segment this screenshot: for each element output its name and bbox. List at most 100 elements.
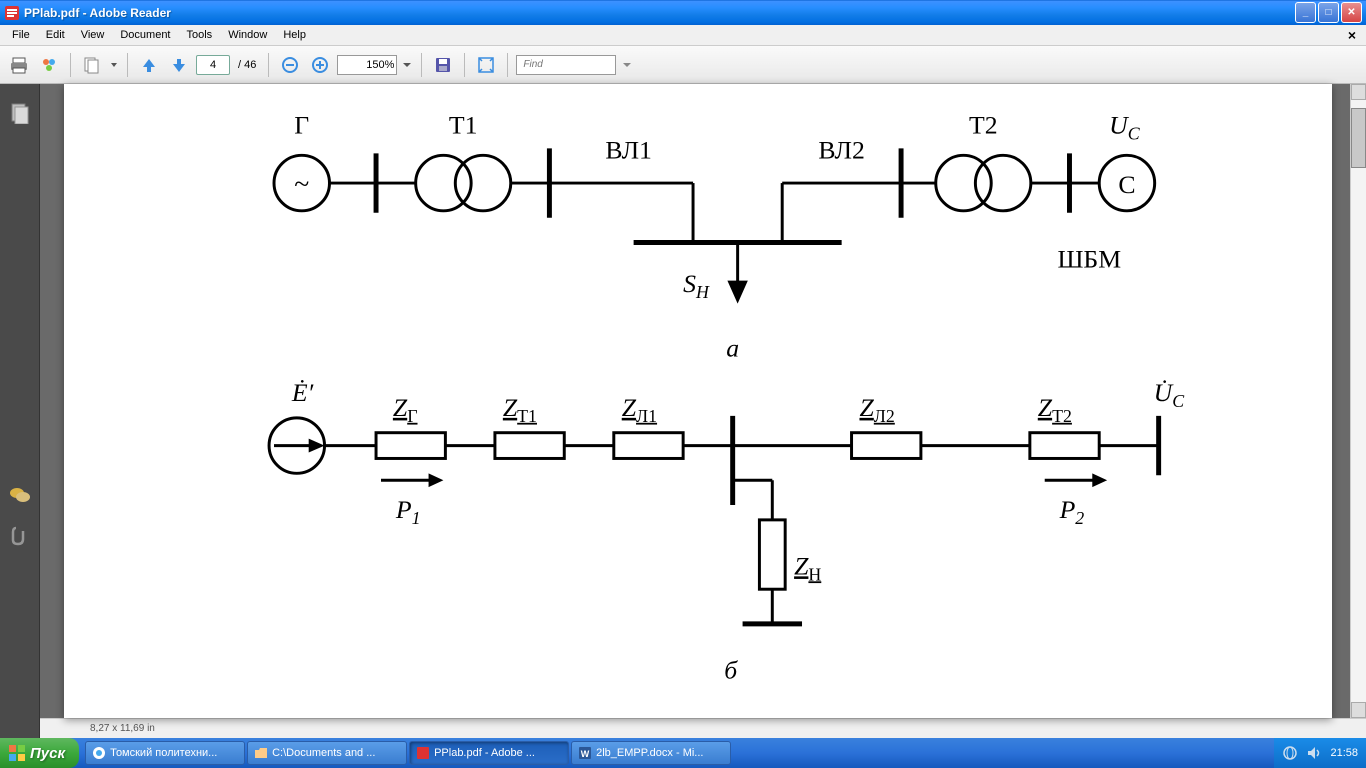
print-icon xyxy=(10,56,28,74)
separator xyxy=(464,53,465,77)
collab-icon xyxy=(40,56,58,74)
save-icon xyxy=(434,56,452,74)
zoom-out-button[interactable] xyxy=(277,52,303,78)
task-label: 2lb_EMPP.docx - Mi... xyxy=(596,747,703,759)
attachments-icon[interactable] xyxy=(9,524,31,546)
separator xyxy=(70,53,71,77)
document-page: ~ Г T1 xyxy=(64,84,1332,718)
folder-icon xyxy=(254,746,268,760)
svg-text:ВЛ1: ВЛ1 xyxy=(605,135,652,164)
menu-help[interactable]: Help xyxy=(275,27,314,43)
start-label: Пуск xyxy=(30,745,65,762)
svg-text:ZT1: ZT1 xyxy=(503,393,537,426)
svg-text:SН: SН xyxy=(683,269,710,302)
volume-icon[interactable] xyxy=(1306,745,1322,761)
svg-text:Ė′: Ė′ xyxy=(291,378,314,407)
menu-edit[interactable]: Edit xyxy=(38,27,73,43)
word-icon: W xyxy=(578,746,592,760)
window-title: PPlab.pdf - Adobe Reader xyxy=(24,6,1295,20)
document-close-button[interactable]: × xyxy=(1342,27,1362,43)
close-button[interactable]: ✕ xyxy=(1341,2,1362,23)
svg-text:T2: T2 xyxy=(969,111,998,140)
svg-text:W: W xyxy=(581,749,590,759)
down-arrow-icon xyxy=(170,56,188,74)
menu-window[interactable]: Window xyxy=(220,27,275,43)
pages-thumbnail-icon[interactable] xyxy=(9,102,31,124)
dropdown-icon[interactable] xyxy=(620,56,634,74)
save-button[interactable] xyxy=(430,52,456,78)
side-panel xyxy=(0,84,40,738)
zoom-in-button[interactable] xyxy=(307,52,333,78)
taskbar: Пуск Томский политехни... C:\Documents a… xyxy=(0,738,1366,768)
page-nav-button[interactable] xyxy=(79,52,105,78)
zoom-level-select[interactable] xyxy=(337,55,397,75)
zoom-out-icon xyxy=(281,56,299,74)
svg-text:U̇C: U̇C xyxy=(1154,378,1186,411)
dropdown-icon[interactable] xyxy=(401,56,413,74)
task-label: C:\Documents and ... xyxy=(272,747,375,759)
page-total-label: / 46 xyxy=(234,59,260,71)
menu-view[interactable]: View xyxy=(73,27,113,43)
svg-text:ZН: ZН xyxy=(794,551,821,584)
comments-icon[interactable] xyxy=(9,484,31,506)
svg-text:~: ~ xyxy=(294,168,309,199)
svg-text:а: а xyxy=(726,333,739,362)
svg-text:б: б xyxy=(724,655,738,684)
menu-bar: File Edit View Document Tools Window Hel… xyxy=(0,25,1366,46)
separator xyxy=(127,53,128,77)
svg-text:ШБМ: ШБМ xyxy=(1057,244,1121,273)
page-dimensions-label: 8,27 x 11,69 in xyxy=(90,723,155,734)
svg-text:P1: P1 xyxy=(395,495,421,528)
svg-text:UC: UC xyxy=(1109,111,1141,144)
title-bar: PPlab.pdf - Adobe Reader _ □ ✕ xyxy=(0,0,1366,25)
main-area: ~ Г T1 xyxy=(0,84,1366,738)
system-tray: 21:58 xyxy=(1274,738,1366,768)
scroll-thumb[interactable] xyxy=(1351,108,1366,168)
task-item-word[interactable]: W 2lb_EMPP.docx - Mi... xyxy=(571,741,731,765)
scroll-up-button[interactable] xyxy=(1351,84,1366,100)
svg-text:ZT2: ZT2 xyxy=(1038,393,1072,426)
dropdown-icon[interactable] xyxy=(109,56,119,74)
task-item-adobe[interactable]: PPlab.pdf - Adobe ... xyxy=(409,741,569,765)
svg-text:T1: T1 xyxy=(449,111,478,140)
chrome-icon xyxy=(92,746,106,760)
network-icon[interactable] xyxy=(1282,745,1298,761)
svg-text:Г: Г xyxy=(294,111,309,140)
print-button[interactable] xyxy=(6,52,32,78)
collab-button[interactable] xyxy=(36,52,62,78)
separator xyxy=(268,53,269,77)
svg-text:ZГ: ZГ xyxy=(393,393,418,426)
svg-text:P2: P2 xyxy=(1059,495,1085,528)
task-item-chrome[interactable]: Томский политехни... xyxy=(85,741,245,765)
windows-logo-icon xyxy=(8,744,26,762)
minimize-button[interactable]: _ xyxy=(1295,2,1316,23)
page-down-button[interactable] xyxy=(166,52,192,78)
menu-tools[interactable]: Tools xyxy=(179,27,221,43)
document-wrap: ~ Г T1 xyxy=(40,84,1366,738)
up-arrow-icon xyxy=(140,56,158,74)
find-input[interactable] xyxy=(516,55,616,75)
page-number-input[interactable] xyxy=(196,55,230,75)
task-item-explorer[interactable]: C:\Documents and ... xyxy=(247,741,407,765)
document-scroll: ~ Г T1 xyxy=(40,84,1366,718)
svg-text:С: С xyxy=(1118,170,1135,199)
menu-document[interactable]: Document xyxy=(112,27,178,43)
toolbar: / 46 xyxy=(0,46,1366,84)
scroll-down-button[interactable] xyxy=(1351,702,1366,718)
status-bar: 8,27 x 11,69 in xyxy=(40,718,1366,738)
fullscreen-button[interactable] xyxy=(473,52,499,78)
menu-file[interactable]: File xyxy=(4,27,38,43)
maximize-button[interactable]: □ xyxy=(1318,2,1339,23)
separator xyxy=(507,53,508,77)
svg-text:ZЛ2: ZЛ2 xyxy=(859,393,894,426)
clock[interactable]: 21:58 xyxy=(1330,747,1358,759)
pages-icon xyxy=(83,56,101,74)
zoom-in-icon xyxy=(311,56,329,74)
scroll-track[interactable] xyxy=(1351,100,1366,702)
pdf-icon xyxy=(416,746,430,760)
start-button[interactable]: Пуск xyxy=(0,738,79,768)
task-label: Томский политехни... xyxy=(110,747,217,759)
vertical-scrollbar[interactable] xyxy=(1350,84,1366,718)
pdf-icon xyxy=(4,5,20,21)
page-up-button[interactable] xyxy=(136,52,162,78)
